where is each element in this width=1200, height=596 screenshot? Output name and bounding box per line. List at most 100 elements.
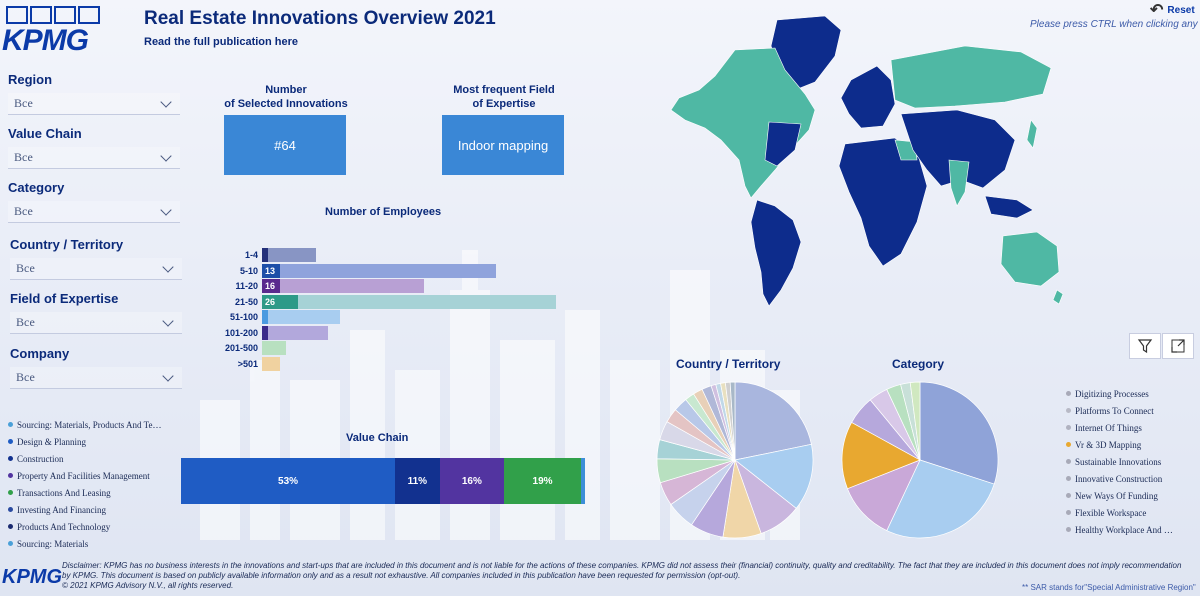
employees-bar-row[interactable]: >501: [220, 356, 280, 371]
map-region-se-asia: [984, 195, 1034, 219]
value-chain-segment[interactable]: 16%: [439, 458, 505, 504]
footer-kpmg-logo: KPMG: [2, 566, 62, 588]
category-pie-title: Category: [892, 357, 945, 371]
employees-bar[interactable]: [262, 356, 280, 371]
employees-bar-label: 201-500: [224, 343, 258, 353]
legend-item[interactable]: Sustainable Innovations: [1066, 453, 1173, 470]
world-map[interactable]: [665, 10, 1065, 310]
employees-bar-selected: [262, 310, 268, 324]
legend-label: Healthy Workplace And …: [1075, 524, 1173, 535]
publication-link[interactable]: Read the full publication here: [144, 36, 299, 48]
employees-bar[interactable]: 26: [262, 294, 556, 309]
legend-dot: [8, 524, 13, 529]
legend-item[interactable]: Construction: [8, 450, 161, 467]
legend-item[interactable]: Platforms To Connect: [1066, 402, 1173, 419]
employees-chart-title: Number of Employees: [325, 206, 442, 218]
pie-slice[interactable]: [909, 381, 921, 461]
country-dropdown[interactable]: Все: [10, 258, 182, 280]
category-dropdown[interactable]: Все: [8, 201, 180, 223]
field-dropdown[interactable]: Все: [10, 312, 182, 334]
map-region-india: [948, 159, 970, 207]
employees-bar-selected: [262, 248, 268, 262]
legend-item[interactable]: Property And Facilities Management: [8, 467, 161, 484]
slicer-label-field: Field of Expertise: [10, 291, 119, 306]
legend-dot: [1066, 425, 1071, 430]
legend-label: Sourcing: Materials, Products And Te…: [17, 419, 162, 430]
filter-icon: [1137, 339, 1153, 354]
employees-bar-row[interactable]: 101-200: [220, 325, 328, 340]
value-chain-segment[interactable]: 19%: [504, 458, 581, 504]
kpi-selected-card: #64: [224, 115, 346, 175]
legend-dot: [1066, 527, 1071, 532]
employees-bar-selected: 13: [262, 263, 280, 278]
employees-bar[interactable]: [262, 341, 286, 355]
focus-mode-button[interactable]: [1162, 333, 1194, 359]
legend-item[interactable]: Transactions And Leasing: [8, 484, 161, 501]
slicer-label-region: Region: [8, 72, 53, 87]
pie-slice[interactable]: [919, 381, 999, 485]
sar-note: ** SAR stands for"Special Administrative…: [1022, 583, 1196, 592]
legend-label: Construction: [17, 453, 64, 464]
legend-label: Products And Technology: [17, 521, 111, 532]
reset-label: Reset: [1167, 4, 1195, 16]
employees-bar-row[interactable]: 51-100: [220, 310, 340, 324]
employees-bar-row[interactable]: 1-4: [220, 248, 316, 262]
pie-slice[interactable]: [841, 421, 921, 490]
employees-bar-row[interactable]: 5-10 13: [220, 263, 496, 278]
legend-label: New Ways Of Funding: [1075, 490, 1158, 501]
employees-bar[interactable]: [262, 310, 340, 324]
employees-bar-selected: 16: [262, 279, 280, 293]
pie-slice[interactable]: [734, 443, 814, 509]
ctrl-note: Please press CTRL when clicking any link: [1030, 19, 1200, 30]
legend-item[interactable]: Internet Of Things: [1066, 419, 1173, 436]
value-chain-dropdown[interactable]: Все: [8, 147, 180, 169]
legend-item[interactable]: Design & Planning: [8, 433, 161, 450]
reset-button[interactable]: ↶ Reset: [1150, 0, 1195, 20]
category-pie[interactable]: [840, 380, 1000, 540]
legend-item[interactable]: Flexible Workspace: [1066, 504, 1173, 521]
employees-bar-row[interactable]: 201-500: [220, 341, 286, 355]
employees-bar[interactable]: 16: [262, 279, 424, 293]
employees-bar-label: 101-200: [224, 327, 258, 338]
pie-slice[interactable]: [729, 381, 736, 461]
pie-slice[interactable]: [886, 459, 995, 539]
kpi-field-card: Indoor mapping: [442, 115, 564, 175]
employees-bar[interactable]: [262, 248, 316, 262]
legend-label: Flexible Workspace: [1075, 507, 1147, 518]
slicer-label-country: Country / Territory: [10, 237, 124, 252]
legend-item[interactable]: Innovative Construction: [1066, 470, 1173, 487]
slicer-label-company: Company: [10, 346, 70, 361]
legend-item[interactable]: Healthy Workplace And …: [1066, 521, 1173, 538]
value-chain-segment[interactable]: 53%: [181, 458, 396, 504]
value-chain-segment[interactable]: [580, 458, 585, 504]
legend-label: Property And Facilities Management: [17, 470, 150, 481]
region-dropdown[interactable]: Все: [8, 93, 180, 115]
filter-button[interactable]: [1129, 333, 1161, 359]
legend-item[interactable]: Sourcing: Materials: [8, 535, 161, 552]
employees-bar-row[interactable]: 21-50 26: [220, 294, 556, 309]
legend-item[interactable]: New Ways Of Funding: [1066, 487, 1173, 504]
value-chain-bar: 53% 11% 16% 19%: [181, 458, 585, 504]
kpi-label-line: Number: [265, 84, 307, 96]
value-chain-segment[interactable]: 11%: [395, 458, 440, 504]
legend-item[interactable]: Vr & 3D Mapping: [1066, 436, 1173, 453]
legend-dot: [8, 422, 13, 427]
kpi-selected-label: Number of Selected Innovations: [206, 83, 366, 111]
chevron-down-icon: [160, 95, 172, 108]
legend-label: Vr & 3D Mapping: [1075, 439, 1142, 450]
disclaimer: Disclaimer: KPMG has no business interes…: [62, 561, 1192, 591]
employees-bar[interactable]: 13: [262, 263, 496, 278]
employees-bar[interactable]: [262, 325, 328, 340]
employees-bar-selected: 26: [262, 294, 298, 309]
legend-item[interactable]: Investing And Financing: [8, 501, 161, 518]
legend-item[interactable]: Products And Technology: [8, 518, 161, 535]
legend-item[interactable]: Sourcing: Materials, Products And Te…: [8, 416, 161, 433]
pie-slice[interactable]: [734, 381, 812, 461]
employees-bar-row[interactable]: 11-20 16: [220, 279, 424, 293]
legend-label: Sourcing: Materials: [17, 538, 89, 549]
value-chain-legend: Sourcing: Materials, Products And Te… Des…: [8, 416, 161, 552]
company-dropdown[interactable]: Все: [10, 367, 182, 389]
legend-item[interactable]: Digitizing Processes: [1066, 385, 1173, 402]
country-pie[interactable]: [655, 380, 815, 540]
employees-bar-label: 5-10: [239, 265, 258, 276]
